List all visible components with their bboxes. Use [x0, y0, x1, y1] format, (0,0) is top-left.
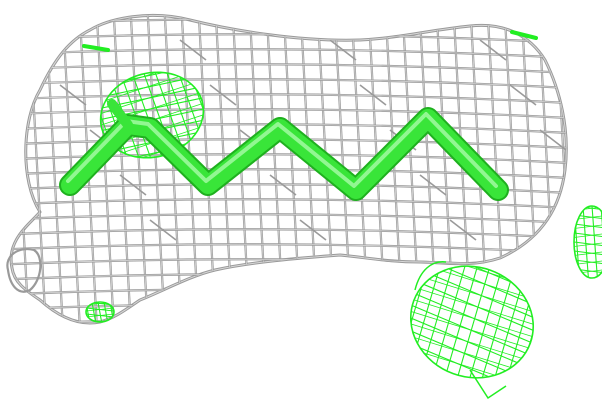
diff-strand [414, 261, 447, 291]
diff-sliver-top-right [510, 30, 538, 40]
diff-blob-right-edge [573, 205, 602, 279]
side-chain-stub [107, 99, 133, 130]
density-lobe [6, 247, 42, 293]
backbone-trace [59, 99, 509, 201]
diff-sliver-top-left [82, 44, 110, 52]
diff-strand-tail [469, 369, 507, 400]
diff-blob-lower-right [394, 249, 550, 395]
